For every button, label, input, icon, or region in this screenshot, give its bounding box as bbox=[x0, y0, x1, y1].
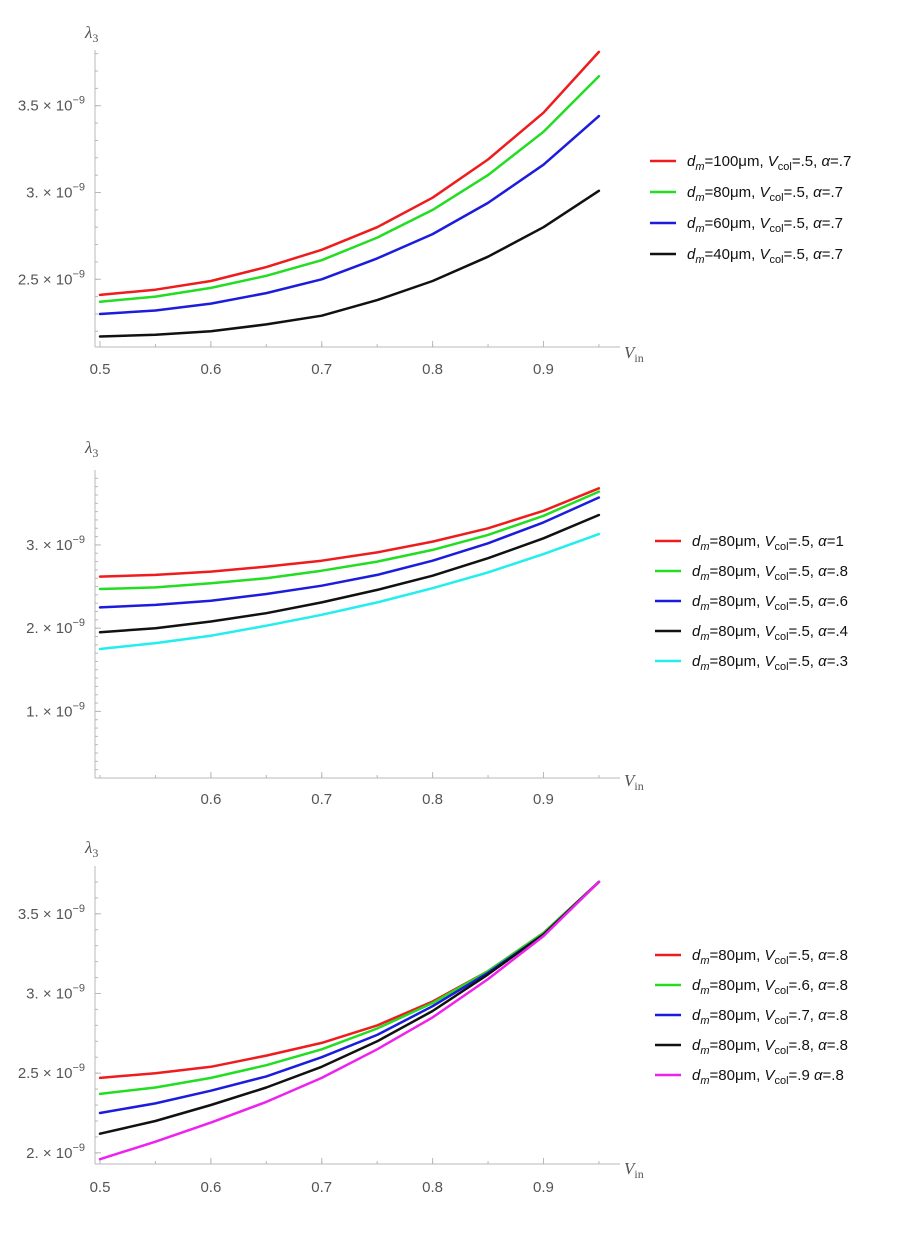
legend-entry: dm=80μm, Vcol=.5, α=.4 bbox=[692, 623, 848, 643]
y-tick-label: 1. × 10−9 bbox=[26, 700, 85, 720]
y-tick-label: 2.5 × 10−9 bbox=[18, 268, 85, 288]
legend: dm=80μm, Vcol=.5, α=.8 dm=80μm, Vcol=.6, … bbox=[655, 947, 848, 1087]
series-line-2 bbox=[98, 74, 601, 304]
x-tick-label: 0.8 bbox=[422, 361, 443, 378]
x-axis-label: Vin bbox=[624, 771, 644, 793]
series-line-5 bbox=[98, 880, 601, 1161]
legend-entry: dm=60μm, Vcol=.5, α=.7 bbox=[687, 215, 843, 235]
legend-entry: dm=80μm, Vcol=.6, α=.8 bbox=[692, 977, 848, 997]
legend-entry: dm=80μm, Vcol=.5, α=1 bbox=[692, 533, 844, 553]
x-axis-label: Vin bbox=[624, 343, 644, 365]
legend: dm=100μm, Vcol=.5, α=.7 dm=80μm, Vcol=.5,… bbox=[650, 153, 851, 266]
x-tick-label: 0.5 bbox=[90, 1179, 111, 1196]
legend-entry: dm=80μm, Vcol=.5, α=.8 bbox=[692, 563, 848, 583]
x-axis-label: Vin bbox=[624, 1159, 644, 1181]
legend-entry: dm=40μm, Vcol=.5, α=.7 bbox=[687, 246, 843, 266]
y-tick-label: 2. × 10−9 bbox=[26, 617, 85, 637]
series-line-4 bbox=[98, 189, 601, 338]
x-tick-label: 0.7 bbox=[311, 1179, 332, 1196]
x-tick-label: 0.7 bbox=[311, 361, 332, 378]
x-tick-label: 0.7 bbox=[311, 791, 332, 808]
y-tick-label: 3. × 10−9 bbox=[26, 534, 85, 554]
legend-entry: dm=80μm, Vcol=.9 α=.8 bbox=[692, 1067, 844, 1087]
legend-entry: dm=80μm, Vcol=.8, α=.8 bbox=[692, 1037, 848, 1057]
x-tick-label: 0.8 bbox=[422, 791, 443, 808]
chart-panel-3: 0.5 0.6 0.7 0.8 0.9 2. × 10−9 2.5 × 10−9 3. × 1… bbox=[18, 838, 848, 1196]
legend: dm=80μm, Vcol=.5, α=1 dm=80μm, Vcol=.5, α… bbox=[655, 533, 848, 673]
series-line-4 bbox=[98, 513, 601, 634]
series-line-2 bbox=[98, 880, 601, 1096]
x-tick-label: 0.6 bbox=[200, 361, 221, 378]
x-tick-label: 0.9 bbox=[533, 791, 554, 808]
y-axis-label: λ3 bbox=[84, 438, 98, 460]
series-line-1 bbox=[98, 50, 601, 297]
x-tick-label: 0.9 bbox=[533, 361, 554, 378]
series-line-1 bbox=[98, 487, 601, 578]
x-tick-label: 0.6 bbox=[200, 791, 221, 808]
chart-panel-2: 0.6 0.7 0.8 0.9 1. × 10−9 2. × 10−9 3. × 10−9 λ… bbox=[26, 438, 848, 808]
y-axis-label: λ3 bbox=[84, 23, 98, 45]
series-line-1 bbox=[98, 880, 601, 1080]
x-tick-label: 0.5 bbox=[90, 361, 111, 378]
legend-entry: dm=80μm, Vcol=.7, α=.8 bbox=[692, 1007, 848, 1027]
y-tick-label: 2.5 × 10−9 bbox=[18, 1062, 85, 1082]
series-line-3 bbox=[98, 880, 601, 1115]
legend-entry: dm=80μm, Vcol=.5, α=.7 bbox=[687, 184, 843, 204]
series-line-3 bbox=[98, 496, 601, 609]
series-line-5 bbox=[98, 532, 601, 651]
series-line-2 bbox=[98, 490, 601, 591]
legend-entry: dm=80μm, Vcol=.5, α=.3 bbox=[692, 653, 848, 673]
y-tick-label: 2. × 10−9 bbox=[26, 1142, 85, 1162]
chart-panel-1: 0.5 0.6 0.7 0.8 0.9 2.5 × 10−9 3. × 10−9 3.5 × … bbox=[18, 23, 852, 378]
y-tick-label: 3. × 10−9 bbox=[26, 182, 85, 202]
series-line-4 bbox=[98, 880, 601, 1135]
series-line-3 bbox=[98, 114, 601, 316]
y-tick-label: 3. × 10−9 bbox=[26, 982, 85, 1002]
x-tick-label: 0.8 bbox=[422, 1179, 443, 1196]
x-tick-label: 0.6 bbox=[200, 1179, 221, 1196]
y-axis-label: λ3 bbox=[84, 838, 98, 860]
legend-entry: dm=100μm, Vcol=.5, α=.7 bbox=[687, 153, 851, 173]
y-tick-label: 3.5 × 10−9 bbox=[18, 903, 85, 923]
legend-entry: dm=80μm, Vcol=.5, α=.8 bbox=[692, 947, 848, 967]
y-tick-label: 3.5 × 10−9 bbox=[18, 95, 85, 115]
x-tick-label: 0.9 bbox=[533, 1179, 554, 1196]
legend-entry: dm=80μm, Vcol=.5, α=.6 bbox=[692, 593, 848, 613]
